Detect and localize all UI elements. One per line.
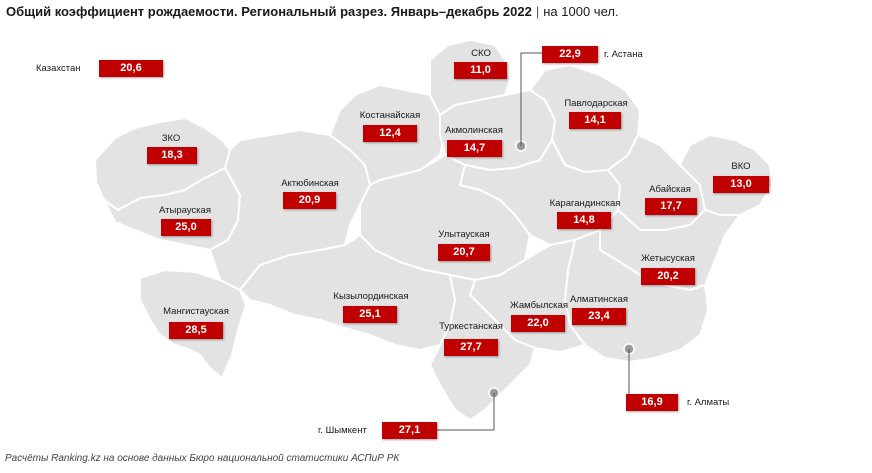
almaty-city-label: г. Алматы — [687, 397, 730, 408]
title-main: Общий коэффициент рождаемости. Региональ… — [6, 4, 532, 19]
pavlodar-value: 14,1 — [569, 112, 621, 129]
pavlodar-label: Павлодарская — [564, 98, 628, 109]
astana-value: 22,9 — [542, 46, 598, 63]
zhetysu-value: 20,2 — [641, 268, 695, 285]
atyrau-label: Атырауская — [159, 205, 211, 216]
astana-leader-line — [520, 52, 542, 146]
sko-value: 11,0 — [454, 62, 507, 79]
zhambyl-value: 22,0 — [511, 315, 565, 332]
region-aktobe — [209, 129, 371, 291]
astana-label: г. Астана — [604, 49, 643, 60]
zhetysu-label: Жетысуская — [641, 253, 695, 264]
zko-label: ЗКО — [161, 133, 181, 144]
source-footnote: Расчёты Ranking.kz на основе данных Бюро… — [5, 453, 400, 464]
ulytau-label: Улытауская — [438, 229, 490, 240]
sko-label: СКО — [471, 48, 491, 59]
karaganda-label: Карагандинская — [549, 198, 621, 209]
aktobe-label: Актюбинская — [281, 178, 339, 189]
karaganda-value: 14,8 — [557, 212, 611, 229]
abay-label: Абайская — [649, 184, 691, 195]
akmola-value: 14,7 — [447, 140, 502, 157]
almaty-region-label: Алматинская — [570, 294, 628, 305]
shymkent-label: г. Шымкент — [318, 425, 367, 436]
chart-title: Общий коэффициент рождаемости. Региональ… — [6, 4, 619, 19]
abay-value: 17,7 — [645, 198, 697, 215]
kostanay-value: 12,4 — [363, 125, 417, 142]
akmola-label: Акмолинская — [445, 125, 503, 136]
turkestan-label: Туркестанская — [439, 321, 503, 332]
mangystau-label: Мангистауская — [163, 306, 229, 317]
zko-value: 18,3 — [147, 147, 197, 164]
vko-value: 13,0 — [713, 176, 769, 193]
title-unit: на 1000 чел. — [543, 4, 619, 19]
shymkent-leader-line — [437, 393, 495, 431]
vko-label: ВКО — [731, 161, 751, 172]
kazakhstan-label: Казахстан — [36, 63, 81, 74]
ulytau-value: 20,7 — [438, 244, 490, 261]
kyzylorda-label: Кызылординская — [333, 291, 409, 302]
almaty-region-value: 23,4 — [572, 308, 626, 325]
mangystau-value: 28,5 — [169, 322, 223, 339]
atyrau-value: 25,0 — [161, 219, 211, 236]
title-separator: | — [535, 4, 540, 19]
aktobe-value: 20,9 — [283, 192, 336, 209]
almaty-city-value: 16,9 — [626, 394, 678, 411]
kyzylorda-value: 25,1 — [343, 306, 397, 323]
shymkent-value: 27,1 — [382, 422, 437, 439]
zhambyl-label: Жамбылская — [510, 300, 568, 311]
turkestan-value: 27,7 — [444, 339, 498, 356]
kazakhstan-value: 20,6 — [99, 60, 163, 77]
kostanay-label: Костанайская — [359, 110, 421, 121]
